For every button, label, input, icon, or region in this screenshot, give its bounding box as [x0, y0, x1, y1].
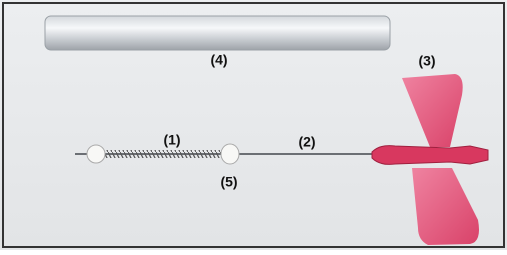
label: (4)	[210, 52, 227, 68]
label: (3)	[418, 53, 435, 69]
label: (1)	[163, 132, 180, 148]
bead	[221, 144, 239, 164]
photo: (1) (2) (3) (4) (5)	[0, 0, 507, 250]
label: (2)	[298, 134, 315, 150]
label: (5)	[220, 174, 237, 190]
hub	[372, 146, 488, 165]
sheath-tube	[45, 16, 390, 50]
coil	[100, 150, 222, 158]
bead	[87, 145, 105, 163]
